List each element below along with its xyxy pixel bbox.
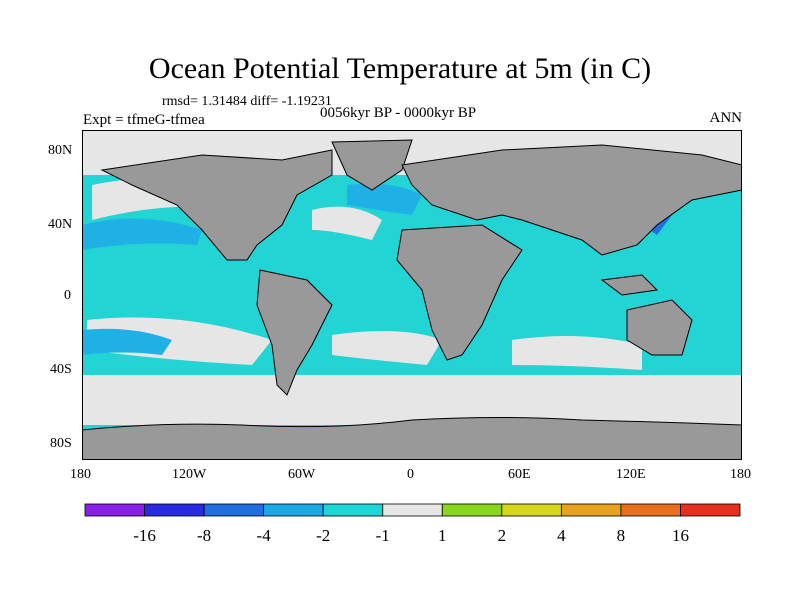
colorbar-swatch	[322, 503, 384, 517]
x-tick-60e: 60E	[508, 467, 531, 482]
x-tick-0: 0	[407, 467, 414, 482]
y-tick-40n: 40N	[48, 217, 72, 232]
colorbar-swatch	[84, 503, 145, 517]
south-pacific-patch	[87, 317, 272, 365]
colorbar-swatch	[680, 503, 741, 517]
map-frame	[82, 130, 742, 460]
colorbar-label: 4	[557, 526, 566, 545]
colorbar-swatch	[382, 503, 443, 517]
eurasia	[401, 144, 742, 256]
indian-patch	[512, 336, 642, 370]
colorbar-label: -4	[257, 526, 272, 545]
colorbar-label: 8	[617, 526, 626, 545]
north-atlantic-blue	[347, 183, 422, 215]
colorbar-swatch	[263, 503, 324, 517]
colorbar-label: -1	[376, 526, 390, 545]
south-atlantic-patch	[332, 331, 442, 365]
x-tick-120w: 120W	[172, 467, 207, 482]
colorbar-swatch	[203, 503, 265, 517]
map-panel	[82, 130, 742, 460]
y-tick-80n: 80N	[48, 143, 72, 158]
greenland	[331, 139, 413, 191]
colorbar-label: 1	[438, 526, 447, 545]
colorbar-label: 16	[672, 526, 689, 545]
x-tick-180e: 180	[730, 467, 751, 482]
north-pacific-blue	[82, 218, 202, 250]
south-pacific-blue	[82, 328, 172, 355]
experiment-label: Expt = tfmeG-tfmea	[83, 112, 205, 128]
colorbar-label: -16	[133, 526, 156, 545]
antarctica	[82, 417, 742, 460]
period-label: 0056kyr BP - 0000kyr BP	[320, 105, 477, 121]
southern-ocean-band	[82, 375, 742, 425]
y-tick-0: 0	[64, 288, 71, 303]
north-america	[100, 149, 333, 261]
colorbar-label: 2	[498, 526, 507, 545]
maritime-continent	[600, 274, 659, 296]
africa	[396, 224, 523, 361]
colorbar-swatch	[144, 503, 205, 517]
x-tick-60w: 60W	[288, 467, 316, 482]
stats-text: rmsd= 1.31484 diff= -1.19231	[162, 94, 332, 109]
x-tick-120e: 120E	[616, 467, 646, 482]
season-label: ANN	[709, 110, 743, 126]
colorbar: -16 -8 -4 -2 -1 1 2 4 8 16	[84, 503, 741, 545]
atlantic-patch	[312, 206, 382, 240]
plot-title: Ocean Potential Temperature at 5m (in C)	[148, 52, 652, 85]
colorbar-swatch	[560, 503, 622, 517]
x-tick-180w: 180	[70, 467, 91, 482]
colorbar-label: -2	[316, 526, 330, 545]
colorbar-swatch	[620, 503, 681, 517]
south-america	[256, 269, 333, 396]
y-tick-80s: 80S	[50, 436, 72, 451]
colorbar-swatch	[441, 503, 503, 517]
colorbar-swatch	[501, 503, 562, 517]
y-tick-40s: 40S	[50, 362, 72, 377]
colorbar-label: -8	[197, 526, 211, 545]
australia	[626, 299, 693, 356]
